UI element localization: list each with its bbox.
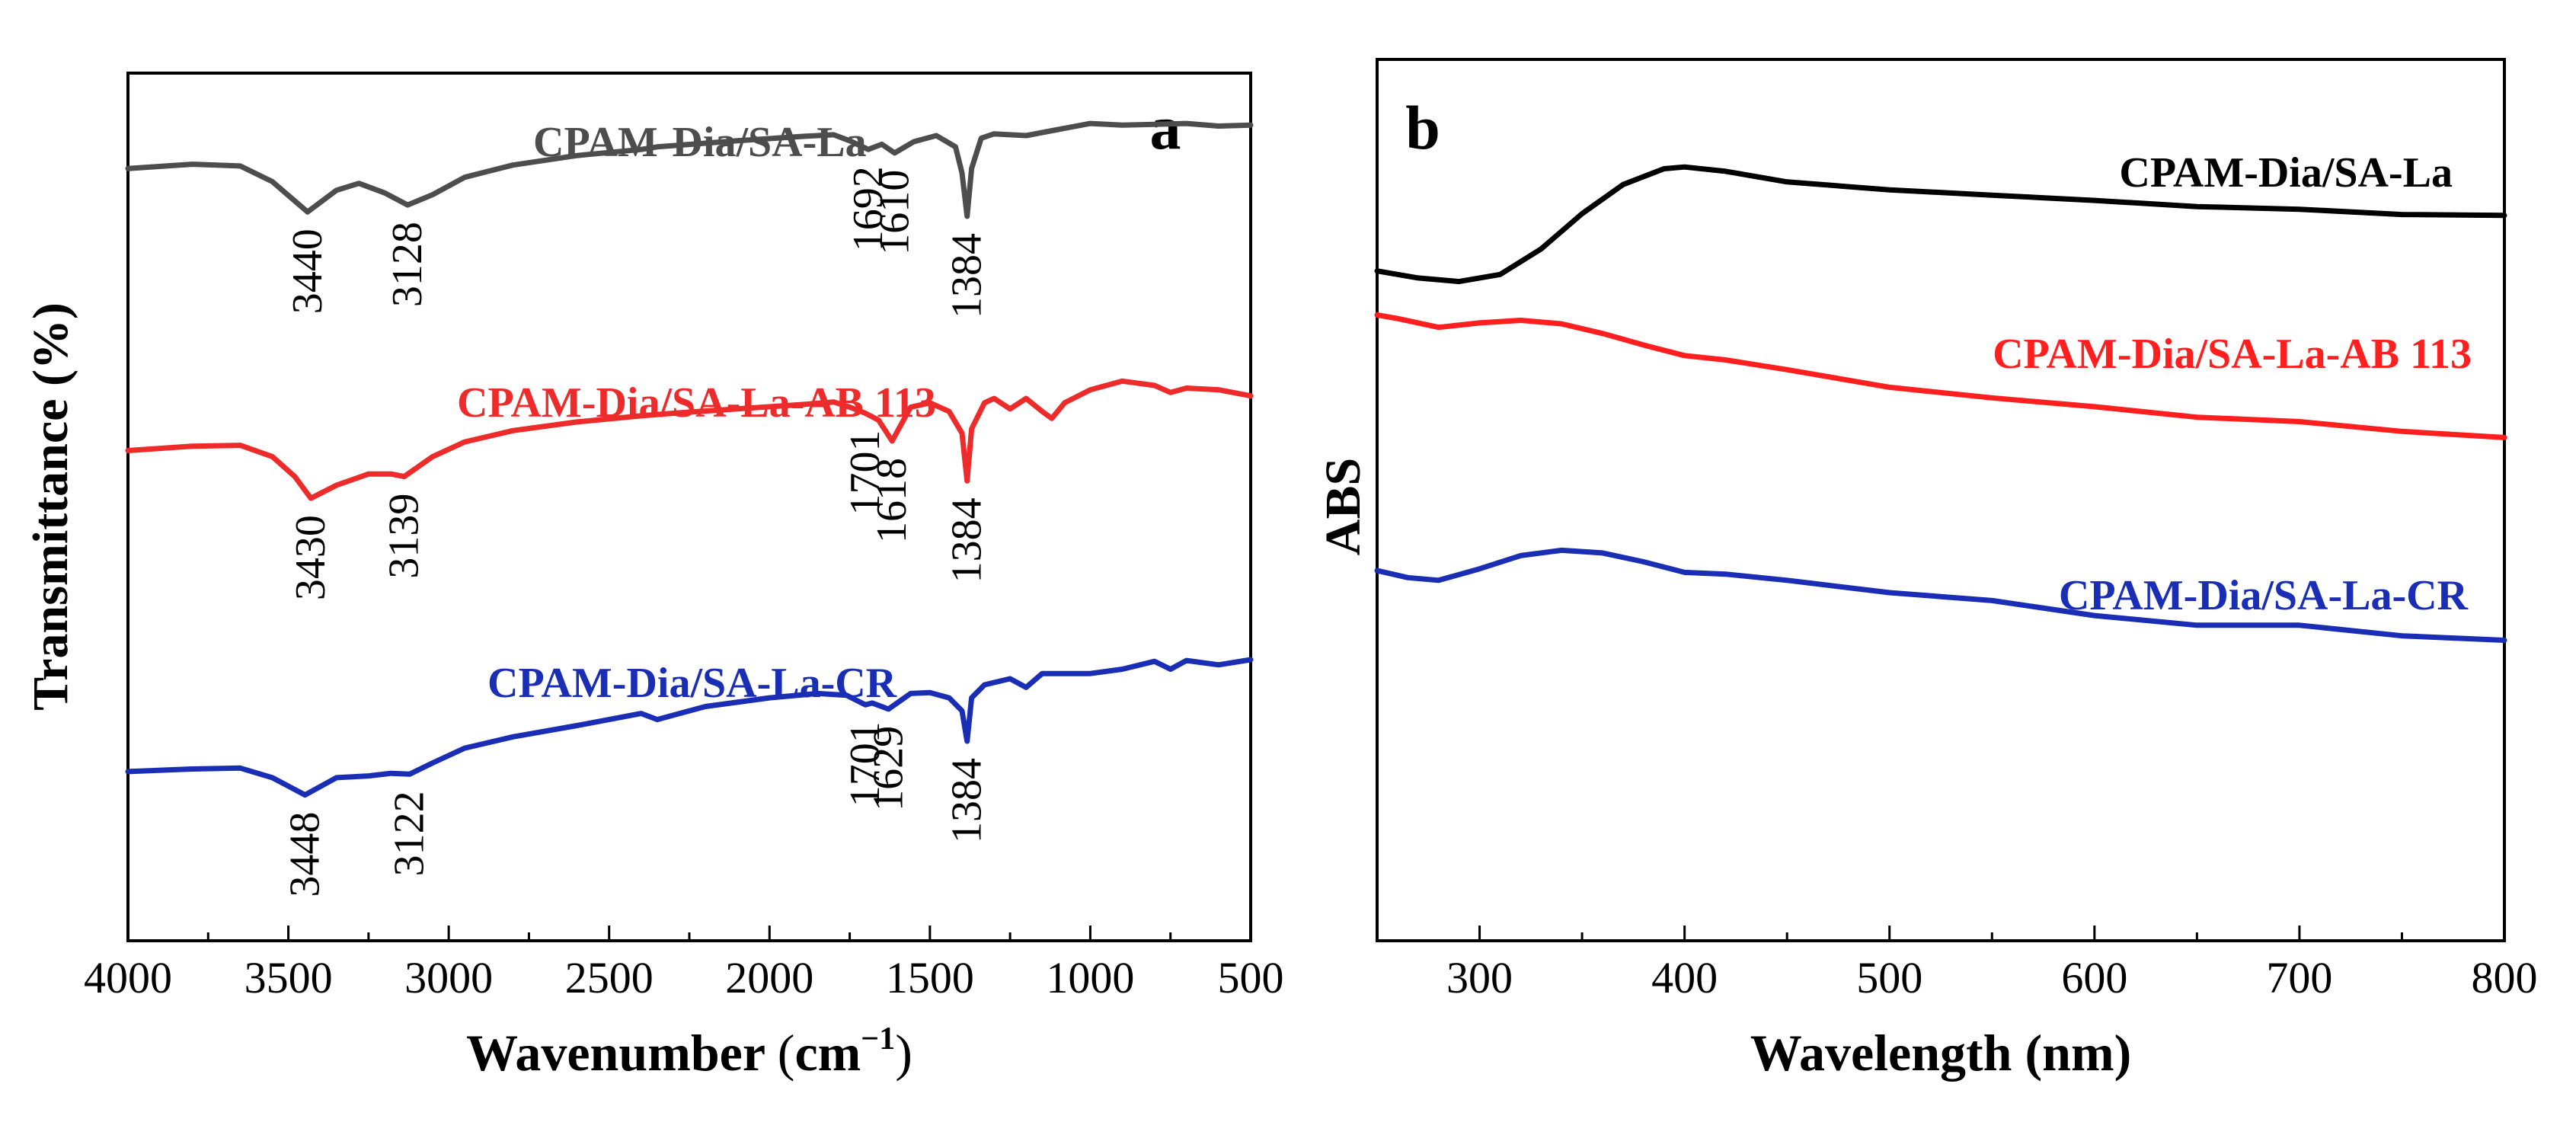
peak-label: 3448 [281, 812, 328, 897]
x-tick-label: 800 [2472, 953, 2538, 1002]
peak-label: 1629 [865, 726, 912, 811]
series-line [1374, 164, 2507, 285]
series-label: CPAM-Dia/SA-La-AB 113 [457, 379, 936, 427]
x-tick-label: 1000 [1046, 953, 1134, 1002]
panel-b-uvvis-chart: 300 400 500 600 700 800 Wavelength (nm) ABS b CPA… [1315, 58, 2538, 1082]
peak-label: 1384 [944, 233, 991, 318]
x-tick-label: 4000 [84, 953, 172, 1002]
peak-label: 1384 [944, 497, 991, 583]
peak-label: 3122 [386, 791, 433, 876]
series-line [1374, 547, 2507, 643]
peak-label: 3430 [287, 515, 334, 600]
x-tick-label: 400 [1651, 953, 1718, 1002]
peak-label: 1701 [842, 430, 889, 515]
series-line [1374, 312, 2507, 440]
x-tick-label: 300 [1446, 953, 1513, 1002]
series-label: CPAM-Dia/SA-La [533, 119, 867, 166]
series-label: CPAM-Dia/SA-La-CR [2059, 572, 2469, 619]
y-axis-title: Transmittance (%) [23, 302, 78, 711]
panel-letter: b [1405, 93, 1440, 162]
x-tick-label: 700 [2266, 953, 2332, 1002]
x-tick-label: 2000 [725, 953, 813, 1002]
x-tick-label: 1500 [886, 953, 974, 1002]
peak-label: 1701 [842, 721, 889, 807]
series-line [125, 378, 1254, 501]
x-tick-label: 500 [1856, 953, 1922, 1002]
peak-label: 1610 [871, 170, 919, 255]
plot-frame [1376, 58, 2506, 942]
y-axis-title: ABS [1315, 458, 1371, 555]
series-label: CPAM-Dia/SA-La [2119, 149, 2453, 197]
x-tick-label: 600 [2061, 953, 2127, 1002]
peak-label: 3139 [381, 494, 428, 579]
x-tick-label: 2500 [565, 953, 654, 1002]
series-line [125, 657, 1254, 798]
peak-label: 3440 [284, 229, 331, 314]
x-axis-title: Wavenumber (cm−1) [466, 1021, 912, 1082]
x-tick-label: 3000 [404, 953, 493, 1002]
series-line [125, 120, 1254, 219]
panel-letter: a [1150, 93, 1181, 162]
peak-label: 1692 [845, 166, 892, 251]
peak-label: 1618 [868, 458, 916, 543]
panel-a-ftir-chart: 4000 3500 3000 2500 2000 1500 1000 500 Wavenumbe… [23, 72, 1284, 1082]
peak-label: 1384 [944, 758, 991, 843]
x-axis-title: Wavelength (nm) [1750, 1024, 2132, 1082]
x-tick-label: 3500 [244, 953, 333, 1002]
peak-label: 3128 [384, 222, 431, 307]
series-label: CPAM-Dia/SA-La-CR [487, 660, 897, 707]
x-tick-label: 500 [1218, 953, 1284, 1002]
series-label: CPAM-Dia/SA-La-AB 113 [1993, 331, 2472, 378]
